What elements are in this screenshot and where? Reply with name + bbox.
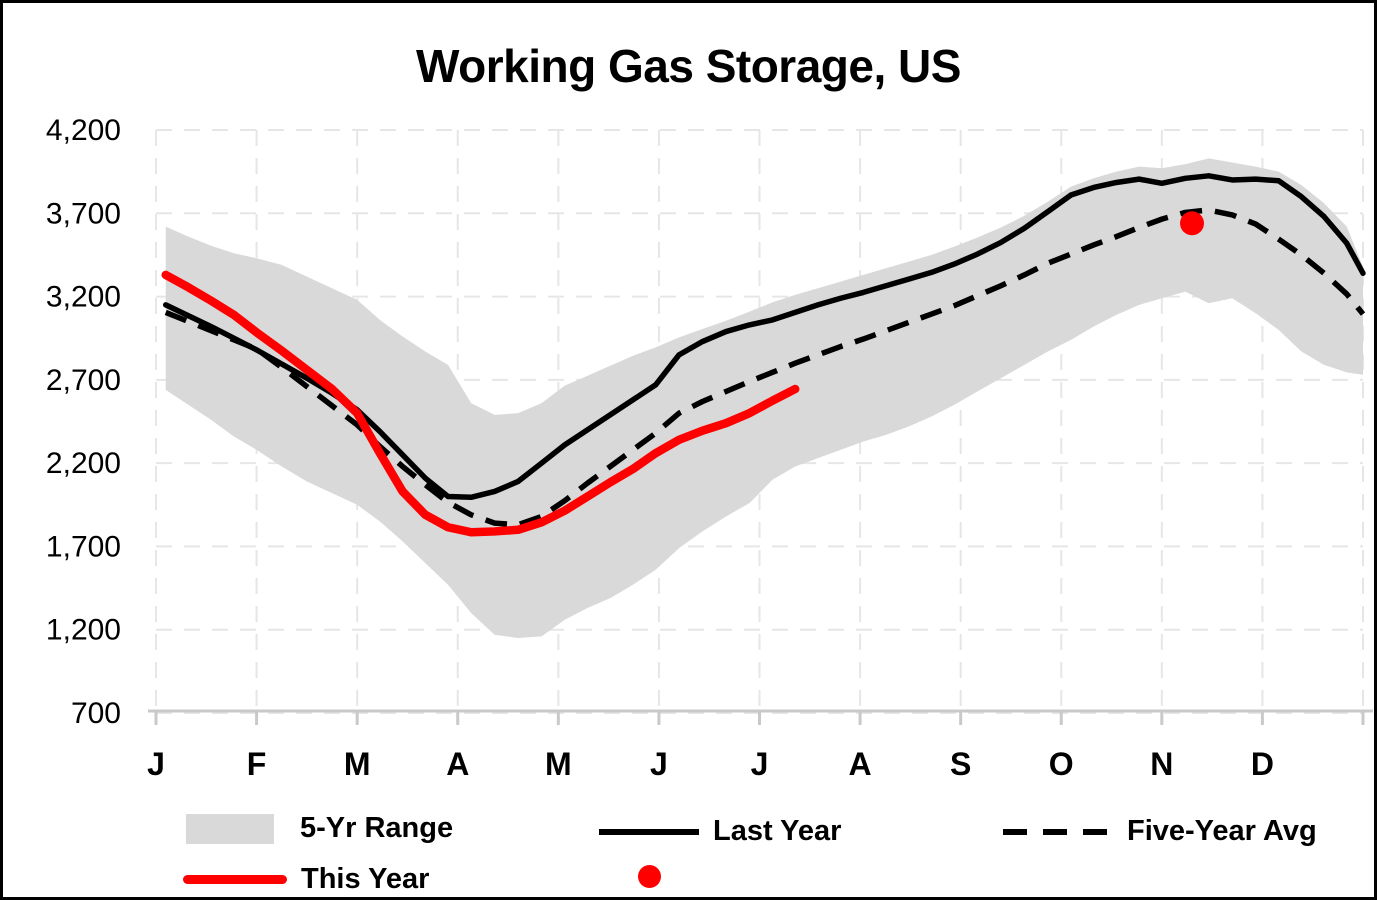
- x-month-label: O: [1049, 746, 1074, 782]
- five-year-avg-line: [164, 207, 1366, 528]
- legend-item-last-year: Last Year: [599, 815, 841, 848]
- y-tick-label: 700: [71, 697, 121, 730]
- current-storage-dot: [1180, 211, 1205, 236]
- legend-item-current-dot: [638, 865, 661, 888]
- last-year-line: [162, 173, 1366, 501]
- chart-title: Working Gas Storage, US: [416, 40, 961, 92]
- legend-label-5yr-range: 5-Yr Range: [300, 812, 454, 844]
- x-month-label: A: [446, 746, 469, 782]
- legend-label-last-year: Last Year: [713, 815, 842, 847]
- legend-item-five-year-avg: Five-Year Avg: [1003, 815, 1317, 848]
- y-tick-label: 2,200: [46, 447, 121, 480]
- y-tick-label: 3,700: [46, 197, 121, 230]
- plot-area: 4,200 3,700 3,200 2,700 2,200 1,700 1,200 700 J F…: [46, 114, 1373, 782]
- x-month-label: D: [1251, 746, 1274, 782]
- x-month-label: J: [751, 746, 769, 782]
- y-tick-label: 1,700: [46, 530, 121, 563]
- x-month-label: J: [147, 746, 165, 782]
- legend-label-five-year-avg: Five-Year Avg: [1127, 815, 1317, 847]
- x-month-label: A: [849, 746, 872, 782]
- current-dot-swatch: [638, 865, 661, 888]
- legend-label-this-year: This Year: [301, 863, 430, 895]
- y-tick-label: 3,200: [46, 281, 121, 314]
- this-year-line: [161, 270, 800, 537]
- x-month-label: M: [344, 746, 371, 782]
- y-tick-label: 2,700: [46, 364, 121, 397]
- legend-item-this-year: This Year: [183, 863, 429, 896]
- x-month-label: N: [1150, 746, 1173, 782]
- x-month-label: F: [247, 746, 267, 782]
- x-month-label: S: [950, 746, 971, 782]
- five-year-avg-line-swatch: [1003, 828, 1117, 835]
- five-year-range-band: [165, 158, 1363, 639]
- y-tick-label: 4,200: [46, 114, 121, 147]
- range-band-swatch: [186, 813, 274, 844]
- x-month-label: J: [650, 746, 668, 782]
- this-year-line-swatch: [183, 875, 287, 884]
- last-year-line-swatch: [599, 828, 699, 835]
- x-month-label: M: [545, 746, 572, 782]
- legend-item-5yr-range: 5-Yr Range: [186, 812, 453, 845]
- y-tick-label: 1,200: [46, 614, 121, 647]
